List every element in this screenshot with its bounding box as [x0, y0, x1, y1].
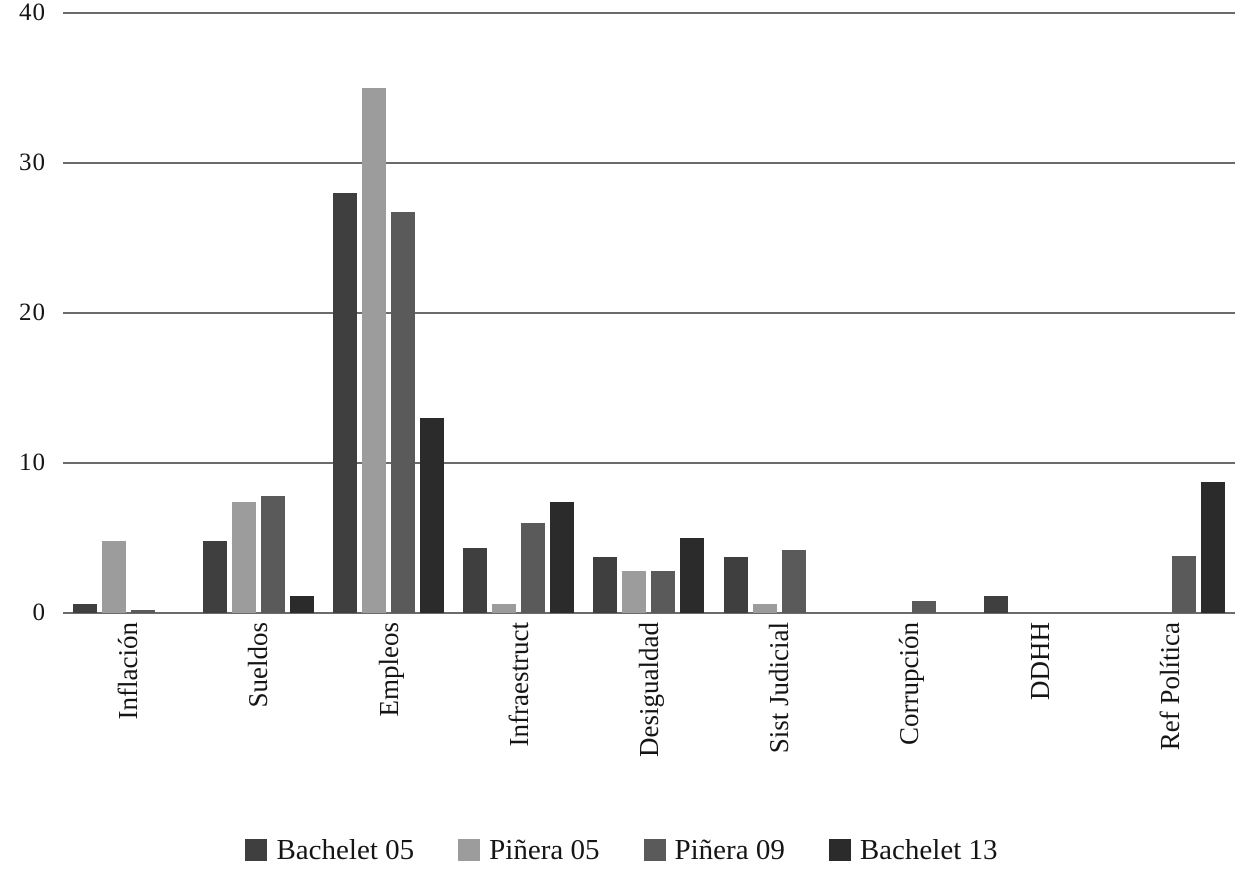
- legend-label: Piñera 09: [674, 833, 785, 866]
- x-axis-category-label: Empleos: [373, 622, 404, 717]
- gridline: [63, 612, 1235, 614]
- bar: [463, 548, 488, 613]
- legend-swatch-icon: [643, 839, 666, 861]
- bar: [420, 418, 445, 613]
- bar: [521, 523, 546, 613]
- bar: [492, 604, 517, 613]
- x-axis-category-label: Desigualdad: [634, 622, 664, 757]
- bar-groups: [63, 13, 1235, 613]
- plot-area: [63, 12, 1235, 614]
- gridline: [63, 162, 1235, 164]
- bar: [260, 496, 285, 613]
- x-axis-category-label: Inflación: [113, 622, 144, 720]
- gridline: [63, 12, 1235, 14]
- legend: Bachelet 05 Piñera 05 Piñera 09 Bachelet 13: [0, 826, 1243, 874]
- legend-swatch-icon: [245, 839, 268, 861]
- gridline: [63, 462, 1235, 464]
- bar: [1172, 556, 1197, 613]
- bar: [680, 538, 705, 613]
- bar: [289, 596, 314, 613]
- bar: [651, 571, 676, 613]
- legend-item: Bachelet 05: [245, 834, 414, 867]
- bar: [723, 557, 748, 613]
- x-axis-category-label: Corrupción: [894, 622, 925, 745]
- bar-group: [1105, 13, 1235, 613]
- legend-label: Bachelet 13: [859, 833, 998, 866]
- bar: [984, 596, 1009, 613]
- y-axis-tick-label: 20: [19, 299, 46, 326]
- x-axis-category-label: Infraestruct: [503, 622, 534, 747]
- y-axis-tick-label: 30: [19, 149, 46, 176]
- bar-group: [975, 13, 1105, 613]
- bar: [231, 502, 256, 613]
- legend-item: Piñera 05: [458, 833, 600, 867]
- bar: [391, 212, 416, 613]
- legend-swatch-icon: [828, 839, 851, 861]
- bar: [333, 193, 358, 613]
- x-axis-category-label: Ref Política: [1154, 622, 1185, 751]
- bar: [72, 604, 97, 613]
- legend-item: Piñera 09: [643, 833, 785, 867]
- bar: [550, 502, 575, 613]
- bar-group: [844, 13, 974, 613]
- bar: [622, 571, 647, 613]
- bar-group: [584, 13, 714, 613]
- bar-group: [714, 13, 844, 613]
- x-axis-category-label: DDHH: [1024, 622, 1055, 700]
- bar: [781, 550, 806, 613]
- legend-swatch-icon: [458, 839, 481, 861]
- gridline: [63, 312, 1235, 314]
- legend-label: Bachelet 05: [276, 833, 415, 866]
- bar: [752, 604, 777, 613]
- y-axis-tick-label: 40: [19, 0, 46, 26]
- legend-label: Piñera 05: [489, 833, 600, 866]
- bar: [1201, 482, 1226, 613]
- bar-group: [193, 13, 323, 613]
- bar-group: [323, 13, 453, 613]
- bar: [362, 88, 387, 613]
- bar: [593, 557, 618, 613]
- bar: [911, 601, 936, 613]
- x-axis-category-label: Sist Judicial: [764, 622, 795, 754]
- bar: [130, 610, 155, 613]
- bar: [202, 541, 227, 613]
- x-axis-category-label: Sueldos: [243, 622, 274, 708]
- bar: [101, 541, 126, 613]
- bar-group: [63, 13, 193, 613]
- y-axis-tick-label: 0: [32, 599, 46, 626]
- y-axis-tick-label: 10: [19, 449, 46, 476]
- legend-item: Bachelet 13: [828, 833, 998, 867]
- bar-group: [454, 13, 584, 613]
